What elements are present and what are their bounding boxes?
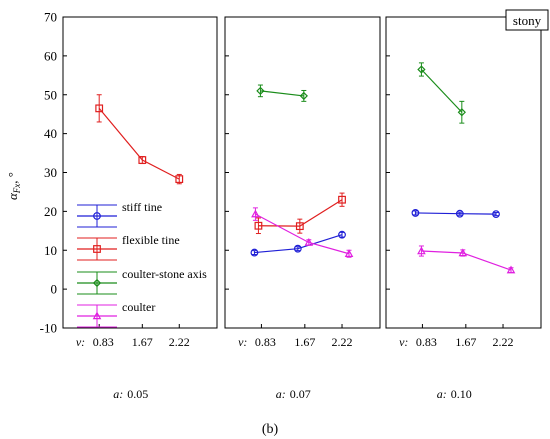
panel-a-value: 0.05 bbox=[127, 387, 148, 401]
panel-a-prefix: a: bbox=[276, 387, 286, 401]
series-flexible-tine-panel-2 bbox=[254, 192, 346, 235]
panel-a-label: a: 0.10 bbox=[437, 387, 472, 401]
panel-frame bbox=[385, 16, 542, 329]
x-tick-label: 2.22 bbox=[169, 335, 190, 349]
y-tick-label: -10 bbox=[40, 321, 57, 336]
legend-label: flexible tine bbox=[122, 233, 180, 247]
data-point-flexible-tine bbox=[138, 156, 147, 164]
panel-a-value: 0.07 bbox=[290, 387, 311, 401]
x-axis-prefix: v: bbox=[238, 335, 247, 349]
panel-3: 0.83 1.67 2.22 v: a: 0.10 bbox=[385, 16, 542, 401]
svg-text:αFx, °: αFx, ° bbox=[5, 172, 22, 200]
x-tick-label: 2.22 bbox=[493, 335, 514, 349]
panel-1: -10 0 10 20 30 40 50 60 70 0.83 1.67 2.22 v: a: 0.05 bbox=[40, 10, 218, 401]
panel-a-label: a: 0.07 bbox=[276, 387, 311, 401]
legend-marker-coulter-stone-axis bbox=[92, 278, 102, 288]
y-axis-label-subscript: Fx bbox=[12, 184, 22, 195]
data-point-flexible-tine bbox=[254, 221, 263, 230]
panel-a-label: a: 0.05 bbox=[113, 387, 148, 401]
data-point-flexible-tine bbox=[338, 195, 346, 204]
panel-frame bbox=[224, 16, 381, 329]
x-tick-label: 1.67 bbox=[455, 335, 476, 349]
series-coulter-panel-2 bbox=[251, 207, 354, 258]
x-tick-label: 0.83 bbox=[255, 335, 276, 349]
data-point-coulter bbox=[344, 249, 354, 257]
x-tick-label: 2.22 bbox=[332, 335, 353, 349]
y-tick-label: 0 bbox=[51, 282, 58, 297]
legend-marker-flexible-tine bbox=[93, 245, 101, 253]
legend-label: stiff tine bbox=[122, 200, 162, 214]
x-tick-label: 0.83 bbox=[416, 335, 437, 349]
data-point-coulter bbox=[251, 209, 260, 218]
y-tick-label: 20 bbox=[44, 204, 57, 219]
data-point-coulter-stone-axis bbox=[256, 86, 265, 96]
legend-item-stiff-tine: stiff tine bbox=[77, 200, 162, 228]
series-coulter-panel-3 bbox=[417, 245, 516, 274]
data-point-stiff-tine bbox=[455, 209, 464, 218]
y-axis-label: αFx, ° bbox=[5, 172, 22, 200]
data-point-stiff-tine bbox=[411, 209, 420, 217]
data-point-coulter-stone-axis bbox=[417, 65, 426, 74]
series-line-flexible-tine bbox=[98, 107, 180, 180]
panel-a-prefix: a: bbox=[113, 387, 123, 401]
series-stiff-tine-panel-3 bbox=[411, 209, 500, 218]
x-tick-label: 1.67 bbox=[132, 335, 153, 349]
y-tick-label: 50 bbox=[44, 87, 57, 102]
stony-tag-label: stony bbox=[513, 13, 542, 28]
legend-item-coulter-stone-axis: coulter-stone axis bbox=[77, 267, 207, 295]
y-axis-label-symbol: α bbox=[5, 192, 20, 200]
series-line-coulter-stone-axis bbox=[260, 90, 304, 97]
data-point-flexible-tine bbox=[95, 104, 104, 113]
series-flexible-tine-panel-1 bbox=[95, 94, 184, 185]
legend-marker-coulter bbox=[92, 311, 102, 320]
legend: stiff tine flexible tine coulter-stone axi… bbox=[77, 200, 207, 328]
data-point-stiff-tine bbox=[250, 248, 259, 257]
data-point-coulter-stone-axis bbox=[299, 91, 308, 101]
y-tick-label: 60 bbox=[44, 48, 57, 63]
panel-a-prefix: a: bbox=[437, 387, 447, 401]
legend-item-flexible-tine: flexible tine bbox=[77, 233, 180, 261]
data-point-flexible-tine bbox=[175, 175, 184, 184]
data-point-stiff-tine bbox=[293, 244, 302, 253]
data-point-coulter bbox=[304, 237, 314, 246]
data-point-coulter bbox=[417, 246, 426, 255]
x-axis-prefix: v: bbox=[76, 335, 85, 349]
data-point-stiff-tine bbox=[492, 210, 500, 218]
series-line-stiff-tine bbox=[415, 212, 497, 215]
x-tick-label: 0.83 bbox=[93, 335, 114, 349]
series-line-coulter bbox=[421, 250, 512, 271]
panel-2: 0.83 1.67 2.22 v: a: 0.07 bbox=[224, 16, 381, 401]
y-tick-label: 40 bbox=[44, 126, 57, 141]
data-point-stiff-tine bbox=[338, 230, 346, 239]
panel-a-value: 0.10 bbox=[451, 387, 472, 401]
y-axis-label-suffix: , ° bbox=[5, 172, 20, 184]
x-tick-label: 1.67 bbox=[294, 335, 315, 349]
y-tick-label: 30 bbox=[44, 165, 57, 180]
series-stiff-tine-panel-2 bbox=[250, 230, 346, 257]
y-tick-label: 70 bbox=[44, 10, 57, 25]
data-point-coulter-stone-axis bbox=[457, 108, 466, 117]
series-coulter-stone-axis-panel-2 bbox=[256, 84, 308, 102]
legend-label: coulter bbox=[122, 300, 155, 314]
data-point-coulter bbox=[506, 265, 516, 274]
legend-item-coulter: coulter bbox=[77, 300, 155, 328]
data-point-coulter bbox=[458, 248, 468, 257]
axes-layer: -10 0 10 20 30 40 50 60 70 0.83 1.67 2.22 v: a: 0.05 0.… bbox=[40, 10, 542, 401]
data-layer bbox=[95, 62, 516, 274]
legend-label: coulter-stone axis bbox=[122, 267, 207, 281]
series-coulter-stone-axis-panel-3 bbox=[417, 62, 466, 124]
series-line-coulter-stone-axis bbox=[420, 69, 463, 113]
x-axis-prefix: v: bbox=[399, 335, 408, 349]
panel-frame bbox=[62, 16, 218, 329]
figure-label: (b) bbox=[262, 422, 279, 437]
y-tick-label: 10 bbox=[44, 243, 57, 258]
legend-marker-stiff-tine bbox=[93, 212, 101, 220]
stony-tag: stony bbox=[505, 9, 549, 31]
data-point-flexible-tine bbox=[295, 222, 304, 231]
